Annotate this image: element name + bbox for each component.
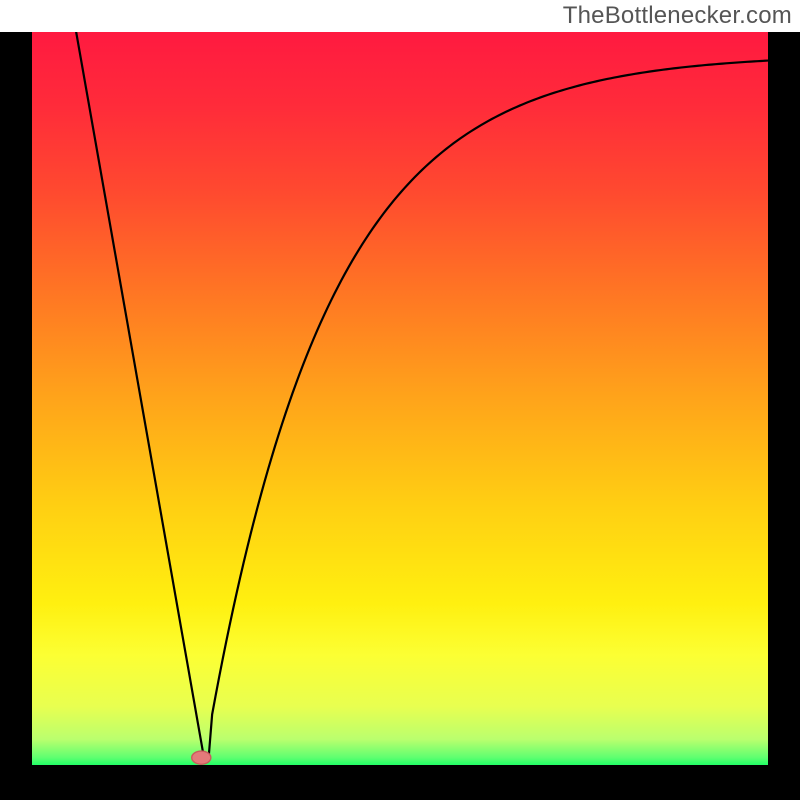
watermark-text: TheBottlenecker.com	[563, 2, 792, 30]
vertex-marker	[192, 751, 211, 764]
gradient-background	[32, 32, 768, 765]
chart-svg	[0, 0, 800, 800]
chart-frame: TheBottlenecker.com	[0, 0, 800, 800]
border-left	[0, 32, 32, 800]
border-right	[768, 32, 800, 800]
border-bottom	[0, 765, 800, 800]
